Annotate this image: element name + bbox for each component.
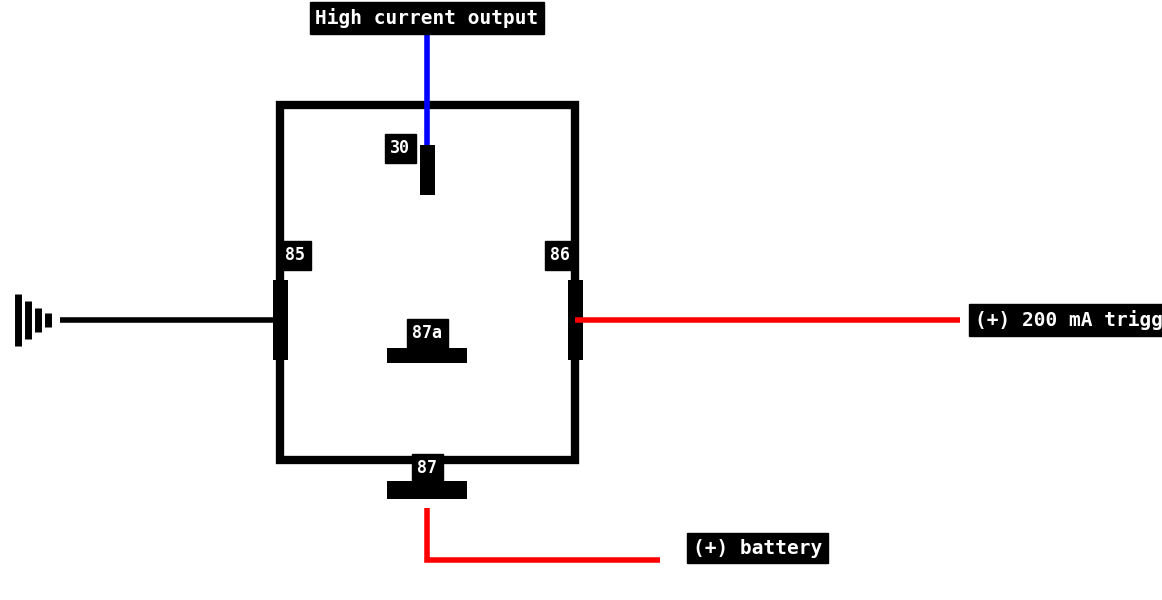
- Text: High current output: High current output: [315, 8, 539, 28]
- Bar: [419, 145, 435, 195]
- Text: (+) 200 mA trigger: (+) 200 mA trigger: [975, 310, 1162, 330]
- Bar: [280, 105, 575, 460]
- Text: 87: 87: [417, 459, 437, 477]
- Text: 30: 30: [390, 139, 410, 157]
- Text: 87a: 87a: [413, 324, 442, 342]
- Bar: [273, 280, 287, 360]
- Bar: [387, 481, 467, 499]
- Text: 86: 86: [550, 246, 571, 264]
- Bar: [387, 347, 467, 362]
- Text: 85: 85: [285, 246, 304, 264]
- Bar: [567, 280, 582, 360]
- Text: (+) battery: (+) battery: [693, 539, 823, 557]
